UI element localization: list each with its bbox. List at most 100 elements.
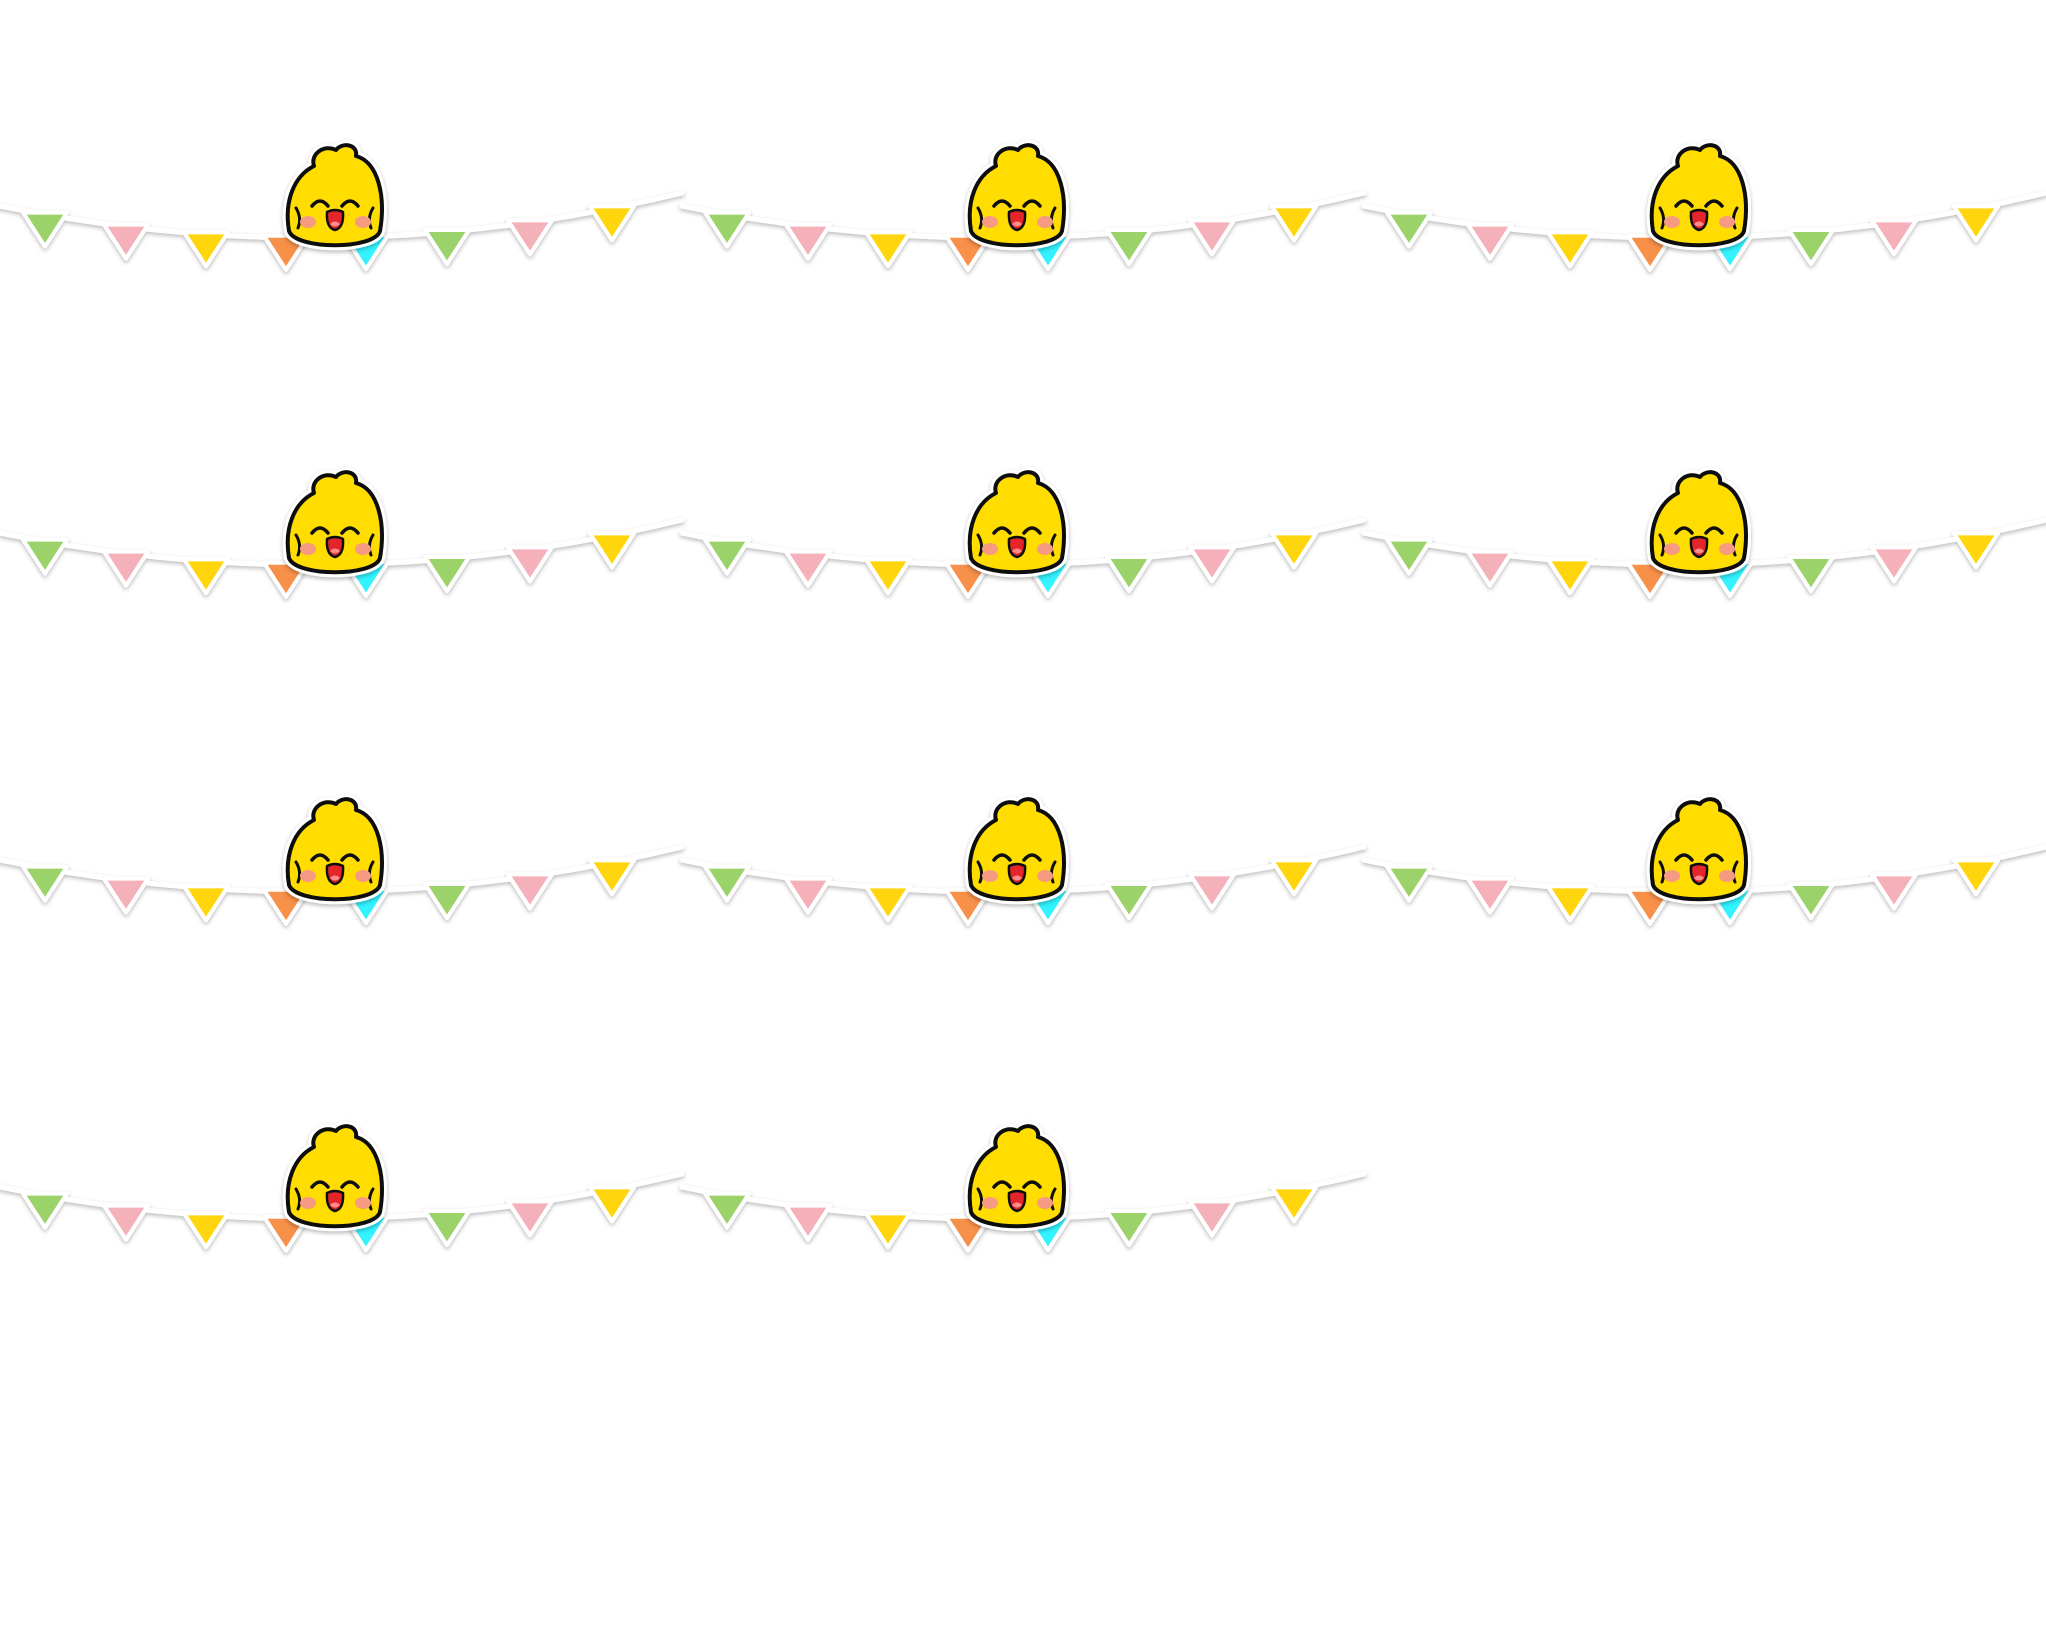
bunting-flag (703, 210, 751, 249)
bunting-flag (864, 884, 912, 923)
bunting-flag (1188, 545, 1236, 584)
chick-bunting-sticker (0, 1121, 685, 1289)
bunting-flag (506, 545, 554, 584)
chick-bunting-sticker (0, 794, 685, 962)
chick-icon (1646, 794, 1751, 905)
chick-icon (964, 140, 1069, 251)
bunting-flag (21, 1191, 69, 1230)
bunting-flag (703, 1191, 751, 1230)
bunting-flag (423, 228, 471, 267)
bunting-flag (588, 858, 636, 897)
chick-icon (1646, 467, 1751, 578)
bunting-flag (1952, 531, 2000, 570)
chick-icon (964, 467, 1069, 578)
bunting-flag (506, 218, 554, 257)
chick-icon (1646, 140, 1751, 251)
bunting-flag (1546, 557, 1594, 596)
chick-on-bunting-icon (0, 467, 685, 599)
bunting-flag (1385, 864, 1433, 903)
bunting-flag (1270, 858, 1318, 897)
bunting-flag (1105, 555, 1153, 594)
bunting-flag (506, 872, 554, 911)
bunting-flag (864, 230, 912, 269)
bunting-flag (1787, 555, 1835, 594)
bunting-flag (703, 537, 751, 576)
chick-on-bunting-icon (0, 1121, 685, 1253)
bunting-flag (1466, 222, 1514, 261)
chick-bunting-sticker (1361, 140, 2046, 308)
bunting-flag (423, 882, 471, 921)
bunting-flag (1870, 218, 1918, 257)
chick-on-bunting-icon (679, 467, 1367, 599)
bunting-flag (588, 531, 636, 570)
chick-bunting-sticker (679, 140, 1367, 308)
bunting-flag (1952, 204, 2000, 243)
bunting-flag (102, 222, 150, 261)
bunting-flag (1270, 531, 1318, 570)
chick-icon (282, 467, 387, 578)
chick-icon (282, 140, 387, 251)
chick-on-bunting-icon (1361, 794, 2046, 926)
bunting-flag (784, 876, 832, 915)
bunting-flag (182, 230, 230, 269)
bunting-flag (703, 864, 751, 903)
chick-icon (282, 1121, 387, 1232)
bunting-flag (588, 204, 636, 243)
bunting-flag (1385, 537, 1433, 576)
bunting-flag (1870, 872, 1918, 911)
bunting-flag (21, 537, 69, 576)
bunting-flag (102, 549, 150, 588)
bunting-flag (182, 884, 230, 923)
chick-on-bunting-icon (0, 140, 685, 272)
bunting-flag (21, 210, 69, 249)
bunting-flag (864, 557, 912, 596)
bunting-flag (1385, 210, 1433, 249)
chick-bunting-sticker (679, 1121, 1367, 1289)
bunting-flag (1546, 230, 1594, 269)
bunting-flag (1188, 872, 1236, 911)
bunting-flag (1546, 884, 1594, 923)
bunting-flag (182, 1211, 230, 1250)
bunting-flag (102, 1203, 150, 1242)
bunting-flag (1105, 882, 1153, 921)
bunting-flag (1787, 228, 1835, 267)
chick-on-bunting-icon (679, 794, 1367, 926)
bunting-flag (1270, 1185, 1318, 1224)
chick-bunting-sticker (0, 140, 685, 308)
bunting-flag (182, 557, 230, 596)
bunting-flag (1188, 1199, 1236, 1238)
bunting-flag (506, 1199, 554, 1238)
bunting-flag (864, 1211, 912, 1250)
chick-icon (964, 1121, 1069, 1232)
chick-on-bunting-icon (0, 794, 685, 926)
bunting-flag (784, 222, 832, 261)
bunting-flag (1466, 876, 1514, 915)
bunting-flag (423, 555, 471, 594)
chick-icon (282, 794, 387, 905)
bunting-flag (1105, 228, 1153, 267)
chick-on-bunting-icon (1361, 467, 2046, 599)
chick-bunting-sticker (1361, 794, 2046, 962)
bunting-flag (1787, 882, 1835, 921)
bunting-flag (423, 1209, 471, 1248)
chick-bunting-sticker (1361, 467, 2046, 635)
chick-on-bunting-icon (679, 1121, 1367, 1253)
bunting-flag (102, 876, 150, 915)
bunting-flag (1270, 204, 1318, 243)
bunting-flag (1870, 545, 1918, 584)
chick-bunting-sticker (679, 467, 1367, 635)
chick-icon (964, 794, 1069, 905)
bunting-flag (21, 864, 69, 903)
bunting-flag (784, 1203, 832, 1242)
bunting-flag (588, 1185, 636, 1224)
chick-bunting-sticker (679, 794, 1367, 962)
bunting-flag (1952, 858, 2000, 897)
bunting-flag (1466, 549, 1514, 588)
chick-bunting-sticker (0, 467, 685, 635)
bunting-flag (1105, 1209, 1153, 1248)
chick-on-bunting-icon (679, 140, 1367, 272)
bunting-flag (1188, 218, 1236, 257)
chick-on-bunting-icon (1361, 140, 2046, 272)
bunting-flag (784, 549, 832, 588)
